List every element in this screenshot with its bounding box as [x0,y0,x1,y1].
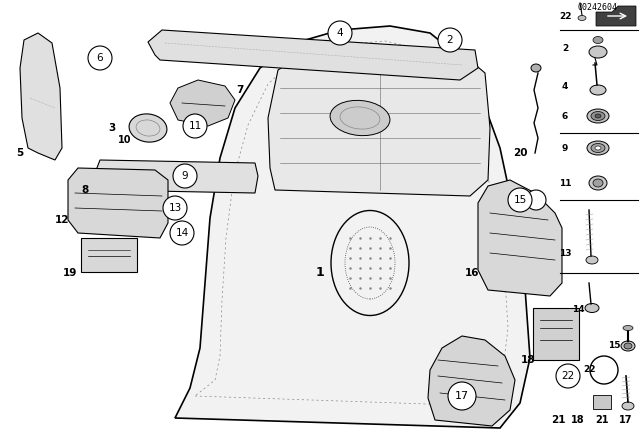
FancyBboxPatch shape [593,395,611,409]
Text: 11: 11 [559,178,572,188]
Circle shape [526,190,546,210]
FancyBboxPatch shape [81,238,137,272]
Text: 18: 18 [571,415,585,425]
Text: 13: 13 [559,249,572,258]
Ellipse shape [621,341,635,351]
Polygon shape [478,180,562,296]
Text: 20: 20 [513,148,527,158]
Text: 5: 5 [17,148,24,158]
Polygon shape [596,6,636,26]
Ellipse shape [531,64,541,72]
Ellipse shape [623,326,633,331]
Text: 1: 1 [316,267,324,280]
Polygon shape [170,80,235,126]
Text: 13: 13 [168,203,182,213]
Text: 22: 22 [560,12,572,21]
Circle shape [163,196,187,220]
Polygon shape [95,160,258,193]
Text: 17: 17 [455,391,469,401]
Circle shape [508,188,532,212]
Circle shape [170,221,194,245]
Text: 15: 15 [608,341,620,350]
Text: 17: 17 [620,415,633,425]
Ellipse shape [587,109,609,123]
Polygon shape [175,26,530,428]
Circle shape [438,28,462,52]
Text: 2: 2 [447,35,453,45]
Polygon shape [20,33,62,160]
Ellipse shape [622,402,634,410]
Ellipse shape [586,256,598,264]
Ellipse shape [591,112,605,121]
Ellipse shape [589,46,607,58]
Ellipse shape [624,343,632,349]
Text: 9: 9 [182,171,188,181]
Circle shape [556,364,580,388]
Text: 14: 14 [175,228,189,238]
Text: 9: 9 [562,143,568,152]
Ellipse shape [595,146,601,150]
Text: 22: 22 [561,371,575,381]
Text: 6: 6 [562,112,568,121]
Text: 15: 15 [513,195,527,205]
Text: 00242604: 00242604 [578,3,618,12]
Circle shape [590,356,618,384]
Polygon shape [268,50,490,196]
Polygon shape [428,336,515,426]
Text: 10: 10 [118,135,132,145]
Polygon shape [148,30,478,80]
Circle shape [183,114,207,138]
Circle shape [173,164,197,188]
Text: 21: 21 [551,415,565,425]
Text: 12: 12 [55,215,69,225]
Text: 6: 6 [97,53,103,63]
Text: 4: 4 [562,82,568,90]
Ellipse shape [585,303,599,313]
Text: 7: 7 [236,85,244,95]
Text: 19: 19 [63,268,77,278]
Ellipse shape [591,143,605,152]
Ellipse shape [587,141,609,155]
Ellipse shape [330,100,390,136]
Circle shape [328,21,352,45]
Ellipse shape [593,36,603,43]
Text: 8: 8 [81,185,88,195]
Text: 3: 3 [108,123,116,133]
Text: 14: 14 [572,306,584,314]
Ellipse shape [589,176,607,190]
Text: 16: 16 [465,268,479,278]
Circle shape [88,46,112,70]
Ellipse shape [595,114,601,118]
Text: 21: 21 [595,415,609,425]
Circle shape [448,382,476,410]
Ellipse shape [590,85,606,95]
Ellipse shape [129,114,167,142]
Text: 2: 2 [562,43,568,52]
Text: 11: 11 [188,121,202,131]
Ellipse shape [593,179,603,187]
Polygon shape [68,168,168,238]
Text: 18: 18 [521,355,535,365]
Ellipse shape [578,16,586,21]
FancyBboxPatch shape [533,308,579,360]
Text: 4: 4 [337,28,343,38]
Text: 22: 22 [584,366,596,375]
